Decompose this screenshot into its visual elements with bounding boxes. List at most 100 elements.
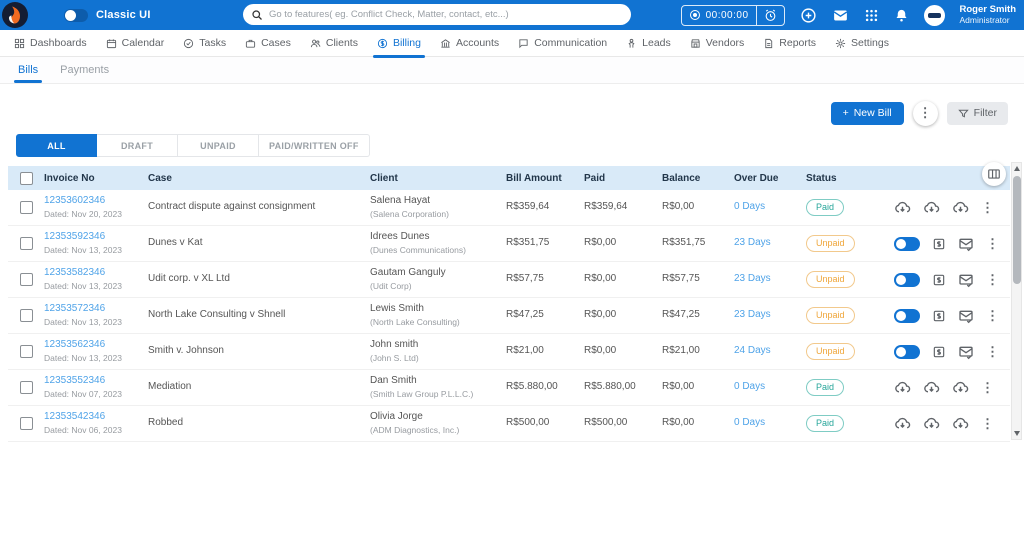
invoice-date: Dated: Nov 06, 2023 — [44, 425, 142, 436]
download-invoice-icon[interactable] — [923, 379, 940, 396]
notifications-bell-icon[interactable] — [894, 8, 909, 23]
download-invoice-icon[interactable] — [952, 415, 969, 432]
row-checkbox[interactable] — [20, 417, 33, 430]
nav-item-dashboards[interactable]: Dashboards — [14, 30, 87, 56]
row-more-button[interactable]: ⋮ — [981, 201, 994, 214]
over-due-days[interactable]: 0 Days — [734, 417, 806, 430]
invoice-number-link[interactable]: 12353602346 — [44, 195, 105, 206]
status-badge: Unpaid — [806, 271, 855, 288]
invoice-number-link[interactable]: 12353562346 — [44, 339, 105, 350]
download-invoice-icon[interactable] — [894, 415, 911, 432]
classic-ui-toggle[interactable] — [64, 9, 88, 22]
over-due-days[interactable]: 24 Days — [734, 345, 806, 358]
timer-record-button[interactable]: 00:00:00 — [682, 6, 756, 25]
nav-item-vendors[interactable]: Vendors — [690, 30, 745, 56]
scroll-up-arrow[interactable] — [1014, 166, 1020, 171]
column-header-bill-amount: Bill Amount — [506, 173, 584, 184]
row-checkbox[interactable] — [20, 273, 33, 286]
nav-item-tasks[interactable]: Tasks — [183, 30, 226, 56]
row-more-button[interactable]: ⋮ — [986, 273, 999, 286]
table-scrollbar[interactable] — [1011, 162, 1022, 440]
row-checkbox[interactable] — [20, 237, 33, 250]
nav-item-accounts[interactable]: Accounts — [440, 30, 499, 56]
nav-item-settings[interactable]: Settings — [835, 30, 889, 56]
row-checkbox[interactable] — [20, 309, 33, 322]
over-due-days[interactable]: 23 Days — [734, 309, 806, 322]
invoice-number-link[interactable]: 12353582346 — [44, 267, 105, 278]
client-org: (North Lake Consulting) — [370, 317, 500, 328]
row-checkbox[interactable] — [20, 345, 33, 358]
column-settings-button[interactable] — [982, 162, 1006, 186]
row-actions: ⋮ — [894, 308, 1024, 324]
download-invoice-icon[interactable] — [923, 199, 940, 216]
statement-icon[interactable] — [932, 237, 946, 251]
segment-all[interactable]: ALL — [16, 134, 97, 157]
download-invoice-icon[interactable] — [952, 199, 969, 216]
over-due-days[interactable]: 23 Days — [734, 237, 806, 250]
invoice-number-link[interactable]: 12353572346 — [44, 303, 105, 314]
statement-icon[interactable] — [932, 345, 946, 359]
segment-unpaid[interactable]: UNPAID — [178, 134, 259, 157]
scroll-down-arrow[interactable] — [1014, 431, 1020, 436]
status-badge: Unpaid — [806, 343, 855, 360]
global-search[interactable] — [243, 4, 631, 25]
scrollbar-thumb[interactable] — [1013, 176, 1021, 284]
over-due-days[interactable]: 0 Days — [734, 381, 806, 394]
row-more-button[interactable]: ⋮ — [986, 345, 999, 358]
send-invoice-icon[interactable] — [958, 308, 974, 324]
over-due-days[interactable]: 0 Days — [734, 201, 806, 214]
invoice-number-link[interactable]: 12353592346 — [44, 231, 105, 242]
over-due-days[interactable]: 23 Days — [734, 273, 806, 286]
filter-button[interactable]: Filter — [947, 102, 1008, 125]
invoice-number-link[interactable]: 12353552346 — [44, 375, 105, 386]
tab-bills[interactable]: Bills — [18, 64, 38, 83]
send-invoice-icon[interactable] — [958, 236, 974, 252]
quick-add-icon[interactable] — [800, 7, 817, 24]
statement-icon[interactable] — [932, 273, 946, 287]
user-avatar[interactable] — [924, 5, 945, 26]
row-checkbox[interactable] — [20, 381, 33, 394]
select-all-checkbox[interactable] — [20, 172, 33, 185]
download-invoice-icon[interactable] — [923, 415, 940, 432]
table-row: 12353602346Dated: Nov 20, 2023Contract d… — [8, 190, 1010, 226]
nav-item-billing[interactable]: Billing — [377, 30, 421, 56]
download-invoice-icon[interactable] — [894, 199, 911, 216]
download-invoice-icon[interactable] — [952, 379, 969, 396]
segment-paid-written-off[interactable]: PAID/WRITTEN OFF — [259, 134, 370, 157]
row-more-button[interactable]: ⋮ — [986, 309, 999, 322]
invoice-number-link[interactable]: 12353542346 — [44, 411, 105, 422]
row-more-button[interactable]: ⋮ — [981, 381, 994, 394]
segment-draft[interactable]: DRAFT — [97, 134, 178, 157]
bill-active-toggle[interactable] — [894, 309, 920, 323]
invoice-date: Dated: Nov 13, 2023 — [44, 353, 142, 364]
nav-item-clients[interactable]: Clients — [310, 30, 358, 56]
send-invoice-icon[interactable] — [958, 272, 974, 288]
toolbar-more-button[interactable]: ⋮ — [913, 101, 938, 126]
table-row: 12353562346Dated: Nov 13, 2023Smith v. J… — [8, 334, 1010, 370]
bill-amount: R$359,64 — [506, 201, 584, 214]
search-input[interactable] — [269, 9, 623, 20]
new-bill-button[interactable]: + New Bill — [831, 102, 904, 125]
bill-active-toggle[interactable] — [894, 237, 920, 251]
nav-item-reports[interactable]: Reports — [763, 30, 816, 56]
user-info[interactable]: Roger Smith Administrator — [960, 5, 1016, 26]
statement-icon[interactable] — [932, 309, 946, 323]
timer-alarm-button[interactable] — [756, 6, 784, 25]
nav-item-communication[interactable]: Communication — [518, 30, 607, 56]
row-checkbox[interactable] — [20, 201, 33, 214]
mail-icon[interactable] — [832, 7, 849, 24]
bill-amount: R$57,75 — [506, 273, 584, 286]
apps-grid-icon[interactable] — [864, 8, 879, 23]
send-invoice-icon[interactable] — [958, 344, 974, 360]
nav-item-calendar[interactable]: Calendar — [106, 30, 165, 56]
bill-active-toggle[interactable] — [894, 345, 920, 359]
nav-item-leads[interactable]: Leads — [626, 30, 671, 56]
row-more-button[interactable]: ⋮ — [986, 237, 999, 250]
nav-item-cases[interactable]: Cases — [245, 30, 291, 56]
bill-active-toggle[interactable] — [894, 273, 920, 287]
download-invoice-icon[interactable] — [894, 379, 911, 396]
nav-item-label: Vendors — [706, 37, 745, 49]
calendar-icon — [106, 38, 117, 49]
row-more-button[interactable]: ⋮ — [981, 417, 994, 430]
tab-payments[interactable]: Payments — [60, 64, 109, 83]
